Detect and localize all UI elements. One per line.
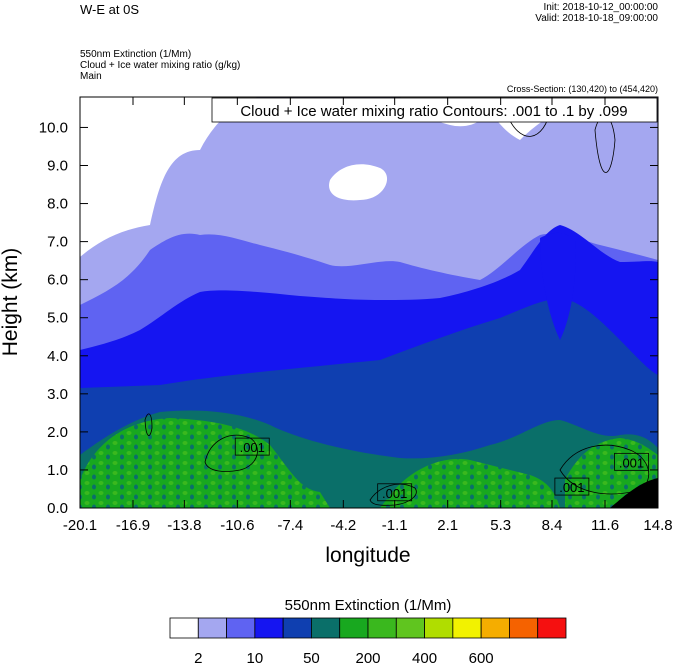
contour-label: .001 bbox=[619, 455, 644, 470]
y-tick-label: 9.0 bbox=[47, 158, 68, 175]
colorbar-swatch bbox=[424, 617, 454, 639]
x-tick-label: -10.6 bbox=[220, 517, 254, 534]
chart-title-box bbox=[211, 97, 658, 123]
valid-time: Valid: 2018-10-18_09:00:00 bbox=[535, 13, 658, 24]
y-axis: 0.0 1.0 2.0 3.0 4.0 5.0 6.0 7.0 8.0 9.0 10.0 bbox=[39, 119, 658, 517]
x-tick-label: -20.1 bbox=[63, 517, 97, 534]
y-tick-label: 10.0 bbox=[39, 119, 68, 136]
colorbar-swatch bbox=[282, 617, 312, 639]
field-name-extinction: 550nm Extinction (1/Mm) bbox=[80, 49, 192, 60]
y-tick-label: 6.0 bbox=[47, 272, 68, 289]
colorbar-title: 550nm Extinction (1/Mm) bbox=[285, 597, 452, 614]
x-tick-label: -13.8 bbox=[167, 517, 201, 534]
field-name-mixing-ratio: Cloud + Ice water mixing ratio (g/kg) bbox=[80, 60, 241, 71]
y-tick-label: 0.0 bbox=[47, 500, 68, 517]
colorbar-swatch bbox=[226, 617, 256, 639]
extinction-field bbox=[80, 97, 658, 508]
extinction-band-green bbox=[380, 459, 560, 508]
y-tick-label: 3.0 bbox=[47, 386, 68, 403]
x-tick-label: 8.4 bbox=[542, 517, 563, 534]
contour-label: .001 bbox=[240, 440, 265, 455]
colorbar-tick-label: 10 bbox=[247, 650, 264, 667]
contour-label-box bbox=[234, 437, 270, 456]
x-axis: -20.1 -16.9 -13.8 -10.6 -7.4 -4.2 -1.1 2.1 5.3 8.… bbox=[63, 97, 673, 534]
init-time: Init: 2018-10-12_00:00:00 bbox=[543, 2, 658, 13]
colorbar-swatch bbox=[197, 617, 227, 639]
y-axis-label: Height (km) bbox=[0, 248, 22, 357]
cross-section-label: Cross-Section: (130,420) to (454,420) bbox=[506, 84, 658, 94]
chart-title: Cloud + Ice water mixing ratio Contours:… bbox=[240, 103, 627, 120]
colorbar-swatch bbox=[480, 617, 510, 639]
contour-label: .001 bbox=[559, 480, 584, 495]
y-tick-label: 2.0 bbox=[47, 424, 68, 441]
contour-label-box bbox=[614, 452, 649, 471]
x-tick-label: -4.2 bbox=[330, 517, 356, 534]
colorbar bbox=[169, 617, 567, 639]
x-axis-label: longitude bbox=[325, 544, 410, 567]
y-tick-label: 1.0 bbox=[47, 462, 68, 479]
x-tick-label: 2.1 bbox=[437, 517, 458, 534]
colorbar-swatch bbox=[395, 617, 425, 639]
contour-line bbox=[144, 413, 153, 436]
colorbar-tick-label: 200 bbox=[355, 650, 380, 667]
y-tick-label: 8.0 bbox=[47, 196, 68, 213]
x-tick-label: -7.4 bbox=[277, 517, 303, 534]
contour-line bbox=[204, 434, 258, 472]
colorbar-swatch bbox=[254, 617, 284, 639]
y-tick-label: 7.0 bbox=[47, 234, 68, 251]
colorbar-tick-label: 400 bbox=[412, 650, 437, 667]
colorbar-swatch bbox=[169, 617, 199, 639]
colorbar-tick-label: 2 bbox=[194, 650, 202, 667]
colorbar-swatch bbox=[509, 617, 539, 639]
extinction-hump bbox=[540, 232, 576, 340]
colorbar-tick-label: 600 bbox=[469, 650, 494, 667]
plot-title: W-E at 0S bbox=[80, 2, 140, 17]
contour-labels: .001 .001 .001 .001 bbox=[234, 437, 649, 502]
colorbar-swatch bbox=[367, 617, 397, 639]
colorbar-swatch bbox=[311, 617, 341, 639]
contour-label-box bbox=[554, 477, 590, 496]
field-name-domain: Main bbox=[80, 71, 102, 82]
x-tick-label: -16.9 bbox=[116, 517, 150, 534]
x-tick-label: 14.8 bbox=[643, 517, 672, 534]
plot-frame bbox=[79, 96, 659, 509]
y-tick-label: 4.0 bbox=[47, 348, 68, 365]
colorbar-tick-label: 50 bbox=[303, 650, 320, 667]
contour-label: .001 bbox=[382, 486, 407, 501]
y-tick-label: 5.0 bbox=[47, 310, 68, 327]
colorbar-labels: 2 10 50 200 400 600 bbox=[194, 650, 494, 667]
x-tick-label: -1.1 bbox=[382, 517, 408, 534]
colorbar-swatch bbox=[452, 617, 482, 639]
colorbar-swatch bbox=[339, 617, 369, 639]
colorbar-swatch bbox=[537, 617, 567, 639]
x-tick-label: 5.3 bbox=[490, 517, 511, 534]
terrain bbox=[610, 478, 658, 508]
contour-line bbox=[369, 483, 417, 506]
extinction-hole bbox=[329, 164, 388, 201]
x-tick-label: 11.6 bbox=[591, 517, 619, 534]
